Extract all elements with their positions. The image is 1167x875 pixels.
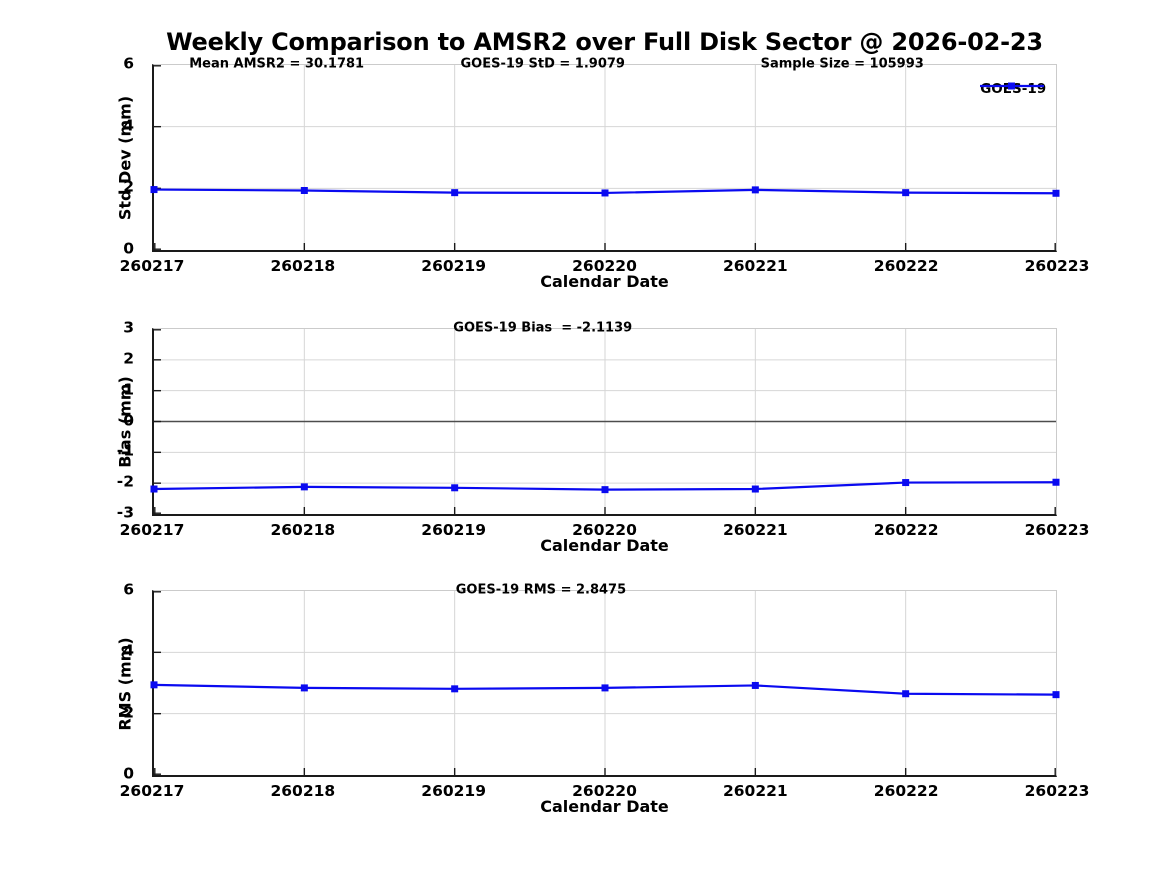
x-tick-label: 260222 <box>873 521 939 539</box>
stat-annotation: GOES-19 Bias = -2.1139 <box>453 320 633 336</box>
stddev-subplot: Mean AMSR2 = 30.1781 GOES-19 StD = 1.9079… <box>116 56 1090 290</box>
y-tick-label: 0 <box>123 239 134 258</box>
x-tick-label: 260223 <box>1024 782 1090 800</box>
y-tick-label: 6 <box>123 54 134 73</box>
data-point-marker <box>150 485 158 493</box>
x-tick-label: 260223 <box>1024 521 1090 539</box>
rms-x-axis-label: Calendar Date <box>540 797 669 816</box>
data-point-marker <box>150 186 158 194</box>
x-tick-label: 260218 <box>270 257 336 275</box>
bias-x-axis-label: Calendar Date <box>540 536 669 555</box>
rms-plot-canvas <box>150 591 1060 775</box>
stddev-plot-canvas <box>150 65 1060 250</box>
y-tick-label: -1 <box>116 441 134 460</box>
data-point-marker <box>601 684 609 692</box>
x-tick-label: 260219 <box>421 257 487 275</box>
x-tick-label: 260221 <box>722 521 788 539</box>
x-tick-label: 260220 <box>572 782 637 800</box>
x-tick-label: 260219 <box>421 782 487 800</box>
x-tick-label: 260221 <box>722 782 788 800</box>
data-point-marker <box>451 685 459 693</box>
data-point-marker <box>150 681 158 689</box>
bias-y-tick-labels: 3 2 1 0 -1 -2 -3 <box>92 320 143 520</box>
legend-marker-icon <box>1008 82 1016 90</box>
data-point-marker <box>751 681 759 689</box>
y-tick-label: -2 <box>116 472 134 491</box>
data-point-marker <box>1052 478 1060 486</box>
bias-subplot: GOES-19 Bias = -2.1139 Bias (mm) 3 2 1 0 -1-… <box>116 320 1090 554</box>
rms-x-tick-labels: 260217 260218 260219 260220 260221 260222 2602… <box>120 777 1090 801</box>
y-tick-label: 3 <box>123 318 134 337</box>
bias-plot-canvas <box>150 329 1060 514</box>
data-point-marker <box>300 684 308 692</box>
legend-line-sample <box>980 82 1045 90</box>
stat-annotation: Sample Size = 105993 <box>760 56 924 72</box>
data-point-marker <box>751 485 759 493</box>
x-tick-label: 260221 <box>722 257 788 275</box>
stddev-x-tick-labels: 260217 260218 260219 260220 260221 260222 2602… <box>120 252 1090 276</box>
bias-x-tick-labels: 260217 260218 260219 260220 260221 260222 2602… <box>120 516 1090 540</box>
legend: GOES-19 <box>980 81 1046 97</box>
figure-title: Weekly Comparison to AMSR2 over Full Dis… <box>166 28 1043 56</box>
y-tick-label: 4 <box>123 641 134 660</box>
data-point-marker <box>751 186 759 194</box>
stddev-plot-area: Mean AMSR2 = 30.1781 GOES-19 StD = 1.9079… <box>150 58 1060 252</box>
data-point-marker <box>902 690 910 698</box>
x-tick-label: 260223 <box>1024 257 1090 275</box>
x-tick-label: 260219 <box>421 521 487 539</box>
y-tick-label: 2 <box>123 177 134 196</box>
x-tick-label: 260220 <box>572 521 637 539</box>
data-point-marker <box>1052 691 1060 699</box>
x-tick-label: 260222 <box>873 257 939 275</box>
stddev-x-axis-label: Calendar Date <box>540 272 669 291</box>
y-tick-label: 0 <box>123 410 134 429</box>
data-point-marker <box>601 189 609 197</box>
bias-plot-area: GOES-19 Bias = -2.1139 <box>150 322 1060 516</box>
stat-annotation: GOES-19 StD = 1.9079 <box>460 56 625 72</box>
data-point-marker <box>902 189 910 197</box>
y-tick-label: 0 <box>123 764 134 783</box>
x-tick-label: 260218 <box>270 782 336 800</box>
data-point-marker <box>451 189 459 197</box>
y-tick-label: 6 <box>123 580 134 599</box>
data-point-marker <box>902 479 910 487</box>
y-tick-label: 1 <box>123 379 134 398</box>
stddev-y-tick-labels: 0 2 4 6 <box>92 56 143 256</box>
data-point-marker <box>1052 189 1060 197</box>
y-tick-label: -3 <box>116 503 134 522</box>
x-tick-label: 260217 <box>119 782 185 800</box>
y-tick-label: 2 <box>123 702 134 721</box>
y-tick-label: 4 <box>123 115 134 134</box>
x-tick-label: 260222 <box>873 782 939 800</box>
x-tick-label: 260220 <box>572 257 637 275</box>
x-tick-label: 260217 <box>119 521 185 539</box>
data-point-marker <box>300 483 308 491</box>
data-point-marker <box>451 484 459 492</box>
stat-annotation: Mean AMSR2 = 30.1781 <box>189 56 365 72</box>
stat-annotation: GOES-19 RMS = 2.8475 <box>455 582 627 598</box>
rms-plot-area: GOES-19 RMS = 2.8475 <box>150 584 1060 777</box>
x-tick-label: 260218 <box>270 521 336 539</box>
data-point-marker <box>300 186 308 194</box>
data-point-marker <box>601 486 609 494</box>
rms-y-tick-labels: 0 2 4 6 <box>92 582 143 781</box>
y-tick-label: 2 <box>123 349 134 368</box>
x-tick-label: 260217 <box>119 257 185 275</box>
